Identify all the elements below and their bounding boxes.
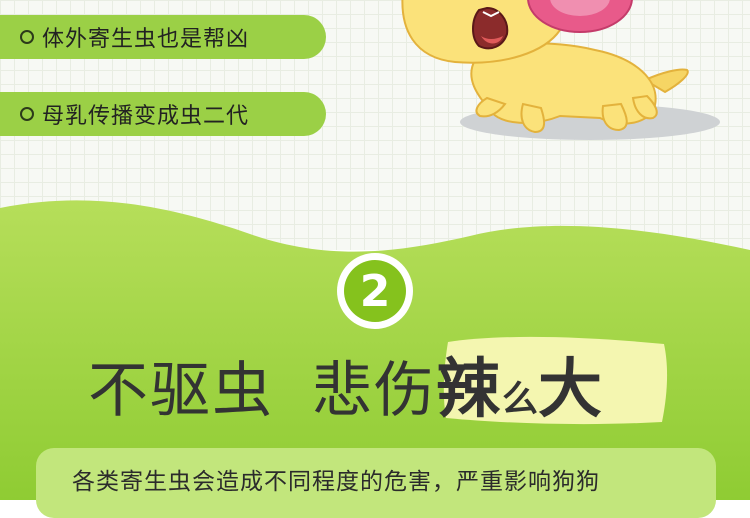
brush-highlight bbox=[443, 336, 668, 425]
bullet-text-2: 母乳传播变成虫二代 bbox=[42, 104, 250, 129]
bullet-text-1: 体外寄生虫也是帮凶 bbox=[42, 27, 250, 52]
circle-bullet-icon bbox=[20, 30, 34, 44]
green-wave-background bbox=[0, 200, 750, 500]
headline-part-4: 么 bbox=[502, 379, 539, 420]
description-box: 各类寄生虫会造成不同程度的危害，严重影响狗狗 bbox=[36, 448, 716, 518]
bullet-pill-2: 母乳传播变成虫二代 bbox=[0, 92, 326, 136]
headline-part-5: 大 bbox=[538, 353, 603, 427]
circle-bullet-icon bbox=[20, 107, 34, 121]
section-number-badge: 2 bbox=[337, 253, 413, 329]
headline-part-1: 不驱虫 bbox=[88, 356, 274, 426]
description-text: 各类寄生虫会造成不同程度的危害，严重影响狗狗 bbox=[72, 469, 600, 495]
headline-part-2: 悲伤 bbox=[312, 356, 436, 426]
section-number: 2 bbox=[344, 260, 406, 322]
cartoon-dog-illustration bbox=[401, 0, 720, 140]
section-headline: 不驱虫 悲伤 辣 么 大 bbox=[88, 338, 602, 428]
bullet-pill-1: 体外寄生虫也是帮凶 bbox=[0, 15, 326, 59]
headline-part-3: 辣 bbox=[436, 353, 502, 427]
